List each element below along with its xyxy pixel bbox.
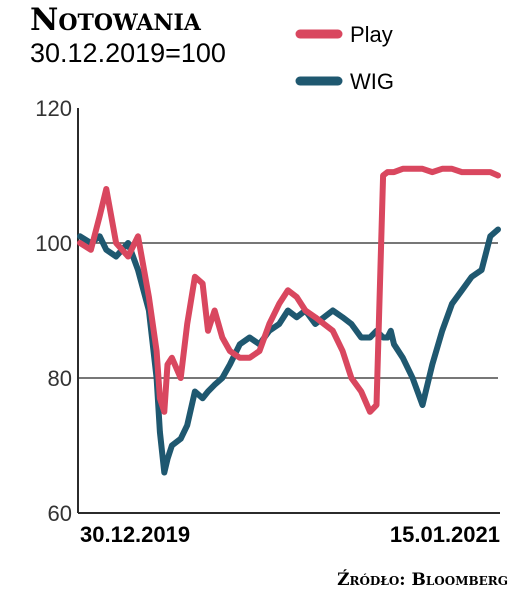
legend-label-play: Play — [350, 22, 393, 47]
y-tick-label: 60 — [48, 501, 72, 526]
chart-title: Notowania — [30, 2, 202, 38]
y-tick-label: 80 — [48, 366, 72, 391]
source-note: Źródło: Bloomberg — [337, 569, 508, 590]
x-tick-label-start: 30.12.2019 — [80, 522, 190, 547]
x-tick-label-end: 15.01.2021 — [390, 522, 500, 547]
y-tick-label: 120 — [35, 96, 72, 121]
chart-subtitle: 30.12.2019=100 — [30, 38, 226, 68]
legend: Play WIG — [295, 22, 394, 94]
series-lines — [77, 165, 501, 476]
series-line-wig — [77, 226, 501, 476]
legend-label-wig: WIG — [350, 69, 394, 94]
y-tick-label: 100 — [35, 231, 72, 256]
y-axis-ticks: 60 80 100 120 — [35, 96, 72, 526]
series-line-play — [77, 165, 501, 415]
